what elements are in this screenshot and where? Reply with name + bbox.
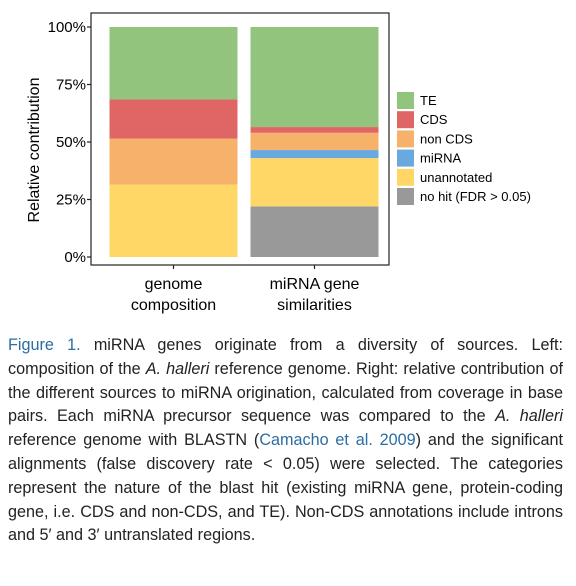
legend-swatch [397, 111, 414, 129]
y-tick-label: 25% [56, 192, 86, 209]
bar-segment [250, 132, 379, 151]
bar-segment [250, 206, 379, 257]
x-tick-label: composition [131, 297, 216, 314]
caption-text-3: reference genome with BLASTN ( [8, 431, 260, 450]
caption-text-2: reference genome. Right: relative contri… [8, 359, 564, 426]
legend-swatch [397, 188, 414, 205]
species-name-1: A. halleri [145, 359, 210, 378]
x-tick-label: miRNA gene [270, 276, 360, 293]
legend-swatch [397, 168, 414, 186]
figure-caption: Figure 1. miRNA genes originate from a d… [8, 334, 563, 548]
y-axis: 0% 25% 50% 75% 100% [48, 19, 91, 266]
stacked-bar-chart: 0% 25% 50% 75% 100% genome composition miRNA g… [26, 12, 531, 314]
bar-segment [250, 158, 379, 207]
legend-label: CDS [420, 112, 448, 127]
caption-text-1: miRNA genes originate from a diversity o… [8, 336, 563, 378]
legend-swatch [397, 130, 414, 148]
bar-segment [250, 150, 379, 159]
legend-label: TE [420, 93, 437, 108]
bar-segment [109, 27, 238, 100]
bar-segment [250, 127, 379, 133]
caption-text-4: ) and the significant alignments (false … [8, 431, 563, 545]
y-axis-title: Relative contribution [26, 78, 43, 223]
y-tick-label: 0% [64, 249, 86, 266]
legend-label: non CDS [420, 131, 473, 146]
figure-label: Figure 1. [8, 336, 81, 354]
bar-segment [250, 27, 379, 128]
citation-link[interactable]: Camacho et al. 2009 [259, 431, 416, 450]
species-name-2: A. halleri [495, 407, 563, 426]
bar-segment [109, 184, 238, 257]
y-tick-label: 50% [56, 134, 86, 151]
x-tick-label: genome [145, 276, 203, 293]
chart-container: 0% 25% 50% 75% 100% genome composition miRNA g… [26, 12, 531, 314]
legend-swatch [397, 92, 414, 109]
legend-swatch [397, 149, 414, 167]
x-tick-label: similarities [277, 297, 352, 314]
x-axis: genome composition miRNA gene similarities [131, 265, 360, 314]
legend-label: miRNA [420, 151, 461, 166]
y-tick-label: 100% [48, 19, 86, 36]
legend: TE CDS non CDS miRNA unannotated no hit (FDR … [397, 92, 531, 205]
plot-panel-border [90, 12, 390, 266]
legend-label: unannotated [420, 170, 492, 185]
bar-segment [109, 99, 238, 139]
bars-group [109, 27, 379, 257]
legend-label: no hit (FDR > 0.05) [420, 189, 531, 204]
bar-segment [109, 138, 238, 185]
y-tick-label: 75% [56, 77, 86, 94]
